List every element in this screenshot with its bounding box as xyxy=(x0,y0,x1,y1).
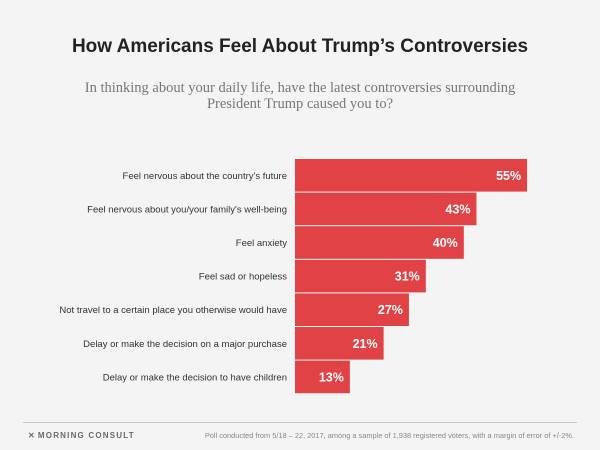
data-label: 27% xyxy=(378,303,403,317)
chart-title: How Americans Feel About Trump’s Controv… xyxy=(71,36,529,57)
footer-divider xyxy=(23,422,577,423)
brand-name: MORNING CONSULT xyxy=(37,431,135,440)
data-label: 13% xyxy=(319,370,344,384)
bar xyxy=(295,226,464,259)
category-label: Delay or make the decision on a major pu… xyxy=(83,339,287,350)
bar xyxy=(295,259,426,293)
poll-methodology-note: Poll conducted from 5/18 – 22, 2017, amo… xyxy=(204,431,574,440)
category-label: Not travel to a certain place you otherw… xyxy=(59,305,287,316)
category-label: Feel anxiety xyxy=(236,238,287,249)
data-label: 21% xyxy=(353,337,378,351)
category-label: Feel nervous about you/your family's wel… xyxy=(87,204,287,215)
bar xyxy=(295,293,409,326)
data-label: 55% xyxy=(496,169,521,183)
data-label: 40% xyxy=(433,236,458,250)
morning-consult-logo-icon: ✕ xyxy=(28,431,36,440)
chart-subtitle: In thinking about your daily life, have … xyxy=(84,80,516,112)
data-label: 31% xyxy=(395,270,420,284)
bar xyxy=(295,327,384,360)
bar xyxy=(295,360,350,394)
category-label: Feel nervous about the country's future xyxy=(123,171,287,182)
bar xyxy=(295,192,477,226)
data-label: 43% xyxy=(445,202,470,216)
category-label: Delay or make the decision to have child… xyxy=(103,372,287,383)
bar xyxy=(295,159,528,192)
brand-logo: ✕ MORNING CONSULT xyxy=(28,431,135,440)
category-label: Feel sad or hopeless xyxy=(199,272,287,283)
